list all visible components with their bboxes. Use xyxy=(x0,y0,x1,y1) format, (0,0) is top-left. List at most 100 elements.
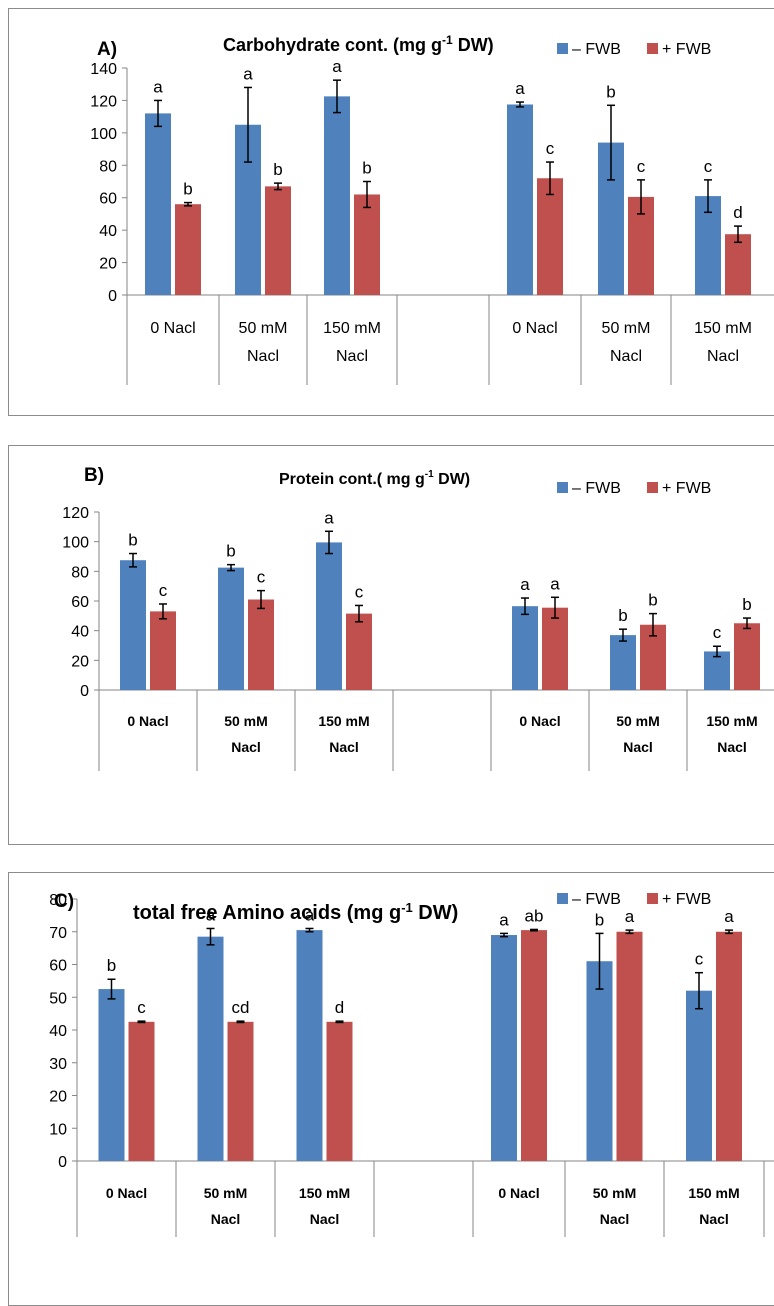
chart-a-y-tick-label: 140 xyxy=(90,61,117,78)
chart-b-category-label: 50 mM xyxy=(616,713,660,729)
chart-c-bar xyxy=(617,932,643,1161)
chart-b-significance-letter: c xyxy=(355,582,364,601)
chart-a-category-label: Nacl xyxy=(610,348,642,365)
chart-a-category-label: 0 Nacl xyxy=(150,320,195,337)
chart-c-y-tick-label: 40 xyxy=(49,1023,67,1040)
chart-a-significance-letter: a xyxy=(515,79,525,98)
chart-b-category-label: 150 mM xyxy=(706,713,757,729)
chart-b-y-tick-label: 0 xyxy=(80,683,89,700)
chart-a-y-tick-label: 20 xyxy=(99,256,117,273)
chart-b-category-label: 0 Nacl xyxy=(519,713,560,729)
chart-a-significance-letter: b xyxy=(362,159,371,178)
chart-b-significance-letter: c xyxy=(159,581,168,600)
chart-a-category-label: 50 mM xyxy=(602,320,651,337)
chart-a-y-tick-label: 120 xyxy=(90,93,117,110)
chart-c-bar xyxy=(716,932,742,1161)
chart-c-y-tick-label: 0 xyxy=(58,1154,67,1171)
chart-b-y-tick-label: 100 xyxy=(62,535,89,552)
chart-b-category-label: Nacl xyxy=(623,739,653,755)
chart-b-legend-swatch-minus xyxy=(557,482,568,493)
chart-a-significance-letter: c xyxy=(704,157,713,176)
chart-a-legend-swatch-plus xyxy=(647,43,658,54)
chart-c-bar xyxy=(521,930,547,1161)
chart-a-y-tick-label: 0 xyxy=(108,288,117,305)
chart-b-y-tick-label: 80 xyxy=(71,564,89,581)
chart-c-significance-letter: b xyxy=(595,910,604,929)
chart-a-category-label: Nacl xyxy=(707,348,739,365)
chart-b-bar xyxy=(542,608,568,690)
chart-a-title: Carbohydrate cont. (mg g-1 DW) xyxy=(223,33,494,55)
chart-c-category-label: 150 mM xyxy=(299,1185,350,1201)
chart-b-legend-label: + FWB xyxy=(662,480,711,497)
chart-c-category-label: 50 mM xyxy=(593,1185,637,1201)
chart-b-y-tick-label: 40 xyxy=(71,624,89,641)
chart-a-bar xyxy=(725,234,751,295)
chart-c-category-label: 150 mM xyxy=(688,1185,739,1201)
chart-c-bar xyxy=(198,937,224,1161)
chart-c-significance-letter: c xyxy=(695,950,704,969)
chart-b-significance-letter: b xyxy=(618,606,627,625)
chart-c-legend-label: + FWB xyxy=(662,891,711,908)
chart-c-category-label: Nacl xyxy=(310,1211,340,1227)
chart-b-significance-letter: a xyxy=(520,575,530,594)
chart-a-y-tick-label: 40 xyxy=(99,223,117,240)
chart-b-significance-letter: b xyxy=(742,595,751,614)
chart-a-y-tick-label: 80 xyxy=(99,158,117,175)
chart-b-y-tick-label: 120 xyxy=(62,505,89,522)
chart-panel-a: 0 20 40 60 80 100 120 140 0 Nacl 50 mM Nacl 150 mM N… xyxy=(8,8,774,416)
chart-c-title: total free Amino acids (mg g-1 DW) xyxy=(133,900,458,924)
chart-a-bar xyxy=(354,194,380,295)
chart-b-category-label: Nacl xyxy=(717,739,747,755)
chart-a-bar xyxy=(145,113,171,295)
chart-c-y-tick-label: 50 xyxy=(49,990,67,1007)
chart-c-category-label: Nacl xyxy=(699,1211,729,1227)
chart-a-bar xyxy=(175,204,201,295)
chart-b-title: Protein cont.( mg g-1 DW) xyxy=(279,469,470,488)
chart-b-bar xyxy=(120,560,146,690)
chart-b-significance-letter: a xyxy=(324,508,334,527)
chart-c-bar xyxy=(491,935,517,1161)
chart-b-bar xyxy=(248,600,274,690)
chart-c-bar xyxy=(686,991,712,1161)
chart-c-category-label: 50 mM xyxy=(204,1185,248,1201)
chart-c-legend-label: – FWB xyxy=(572,891,621,908)
chart-a-significance-letter: a xyxy=(332,57,342,76)
chart-b-category-label: 150 mM xyxy=(318,713,369,729)
chart-a-category-label: 150 mM xyxy=(323,320,381,337)
chart-c-bar xyxy=(99,989,125,1161)
chart-c-bar xyxy=(228,1022,254,1161)
chart-a-category-label: 150 mM xyxy=(694,320,752,337)
chart-a-category-label: Nacl xyxy=(336,348,368,365)
chart-c-bar xyxy=(129,1022,155,1161)
chart-b-svg: 0 20 40 60 80 100 120 0 Nacl 50 mM Nacl 150 mM Nacl… xyxy=(9,446,774,844)
chart-a-significance-letter: b xyxy=(183,180,192,199)
chart-b-bar xyxy=(150,611,176,690)
chart-b-category-label: 0 Nacl xyxy=(127,713,168,729)
chart-b-category-label: 50 mM xyxy=(224,713,268,729)
chart-b-bar xyxy=(316,542,342,690)
chart-panel-b: 0 20 40 60 80 100 120 0 Nacl 50 mM Nacl 150 mM Nacl… xyxy=(8,445,774,845)
chart-c-significance-letter: cd xyxy=(232,998,250,1017)
chart-b-panel-label: B) xyxy=(84,465,104,486)
chart-b-y-tick-label: 60 xyxy=(71,594,89,611)
chart-b-significance-letter: c xyxy=(257,568,266,587)
chart-a-significance-letter: a xyxy=(153,77,163,96)
chart-b-bar xyxy=(610,635,636,690)
chart-a-significance-letter: c xyxy=(546,139,555,158)
chart-a-legend-label: + FWB xyxy=(662,41,711,58)
chart-panel-c: 0 10 20 30 40 50 60 70 80 0 Nacl 50 mM Nacl 150 mM Na… xyxy=(8,872,774,1306)
chart-a-significance-letter: c xyxy=(637,157,646,176)
chart-c-significance-letter: ab xyxy=(525,906,544,925)
chart-c-significance-letter: a xyxy=(724,907,734,926)
chart-b-significance-letter: b xyxy=(128,531,137,550)
chart-a-category-label: 0 Nacl xyxy=(512,320,557,337)
chart-c-bar xyxy=(587,961,613,1161)
chart-b-significance-letter: c xyxy=(713,623,722,642)
chart-b-category-label: Nacl xyxy=(231,739,261,755)
chart-a-y-tick-label: 60 xyxy=(99,191,117,208)
chart-a-svg: 0 20 40 60 80 100 120 140 0 Nacl 50 mM Nacl 150 mM N… xyxy=(9,9,774,415)
chart-c-category-label: Nacl xyxy=(600,1211,630,1227)
chart-b-legend-label: – FWB xyxy=(572,480,621,497)
chart-b-legend-swatch-plus xyxy=(647,482,658,493)
chart-c-significance-letter: b xyxy=(107,956,116,975)
